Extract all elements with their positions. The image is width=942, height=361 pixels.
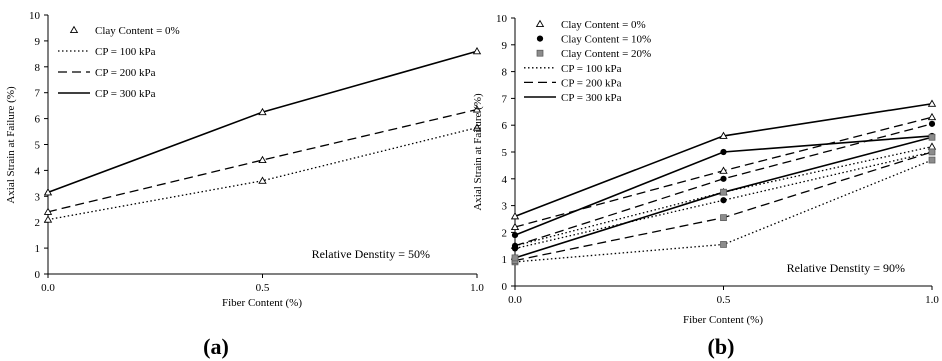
panel-b-x-tick-label: 1.0 bbox=[925, 294, 939, 306]
panel-a-data-point bbox=[43, 188, 53, 196]
panel-a-data-point bbox=[472, 46, 482, 55]
panel-a-data-point bbox=[43, 215, 53, 223]
panel-a-data-point bbox=[258, 176, 267, 184]
panel-b-data-point bbox=[511, 254, 519, 262]
panel-a-x-tick-label: 0.0 bbox=[41, 282, 55, 294]
panel-b-data-point bbox=[510, 212, 520, 220]
panel-a-y-tick-label: 7 bbox=[35, 88, 41, 100]
panel-a-y-tick-label: 4 bbox=[35, 165, 41, 177]
panel-b-label: (b) bbox=[708, 334, 735, 359]
panel-b-data-point bbox=[720, 188, 727, 196]
panel-b-legend-marker bbox=[536, 49, 544, 57]
panel-a-x-axis-label: Fiber Content (%) bbox=[222, 297, 302, 309]
panel-b-x-tick-label: 0.0 bbox=[508, 294, 522, 306]
panel-b-legend-label: Clay Content = 0% bbox=[561, 19, 646, 31]
panel-a-series-line-0 bbox=[47, 127, 478, 221]
panel-b-data-point bbox=[927, 99, 937, 107]
panel-a-data-point bbox=[43, 207, 53, 215]
panel-a-data-point bbox=[472, 105, 482, 113]
panel-a-legend-label: Clay Content = 0% bbox=[95, 25, 180, 37]
panel-a-data-point bbox=[258, 107, 267, 116]
panel-a-series-line-1 bbox=[47, 108, 478, 213]
panel-b-series-line-3 bbox=[514, 151, 933, 250]
panel-b-y-tick-label: 4 bbox=[502, 174, 508, 186]
panel-a-y-tick-label: 2 bbox=[35, 217, 41, 229]
panel-a-legend-label: CP = 200 kPa bbox=[95, 67, 156, 79]
panel-a-y-tick-label: 6 bbox=[35, 114, 41, 126]
panel-b-data-point bbox=[511, 242, 519, 249]
panel-b-data-point bbox=[927, 142, 937, 150]
panel-b-y-tick-label: 7 bbox=[502, 93, 508, 105]
panel-b-series-line-4 bbox=[514, 123, 933, 247]
panel-b-legend-label: CP = 300 kPa bbox=[561, 92, 622, 104]
panel-a-x-tick-label: 0.5 bbox=[256, 282, 270, 294]
panel-b-legend-label: CP = 100 kPa bbox=[561, 63, 622, 75]
panel-b-y-tick-label: 8 bbox=[502, 67, 508, 79]
panel-a-label: (a) bbox=[203, 334, 229, 359]
panel-b-y-tick-label: 2 bbox=[502, 227, 508, 239]
panel-b-legend-label: CP = 200 kPa bbox=[561, 77, 622, 89]
panel-b-data-point bbox=[719, 166, 728, 174]
panel-b-data-point bbox=[928, 120, 936, 127]
panel-a-data-point bbox=[472, 123, 482, 131]
panel-b-legend-label: Clay Content = 10% bbox=[561, 34, 651, 46]
panel-a-data-point bbox=[258, 155, 267, 164]
panel-b-data-point bbox=[928, 156, 936, 164]
panel-b-y-tick-label: 5 bbox=[502, 147, 508, 159]
panel-b-y-tick-label: 6 bbox=[502, 120, 508, 132]
panel-b-legend-marker bbox=[536, 35, 544, 42]
panel-b-data-point bbox=[720, 241, 727, 248]
panel-a-legend-marker bbox=[69, 25, 79, 33]
panel-b-data-point bbox=[720, 197, 727, 204]
panel-b-data-point bbox=[719, 131, 728, 139]
panel-b-data-point bbox=[720, 214, 727, 222]
panel-a-legend-label: CP = 300 kPa bbox=[95, 88, 156, 100]
panel-a-y-tick-label: 0 bbox=[35, 269, 41, 281]
panel-b-y-tick-label: 3 bbox=[502, 201, 508, 213]
panel-a-y-tick-label: 1 bbox=[35, 243, 41, 255]
panel-b-legend-marker bbox=[535, 19, 545, 27]
panel-b-data-point bbox=[720, 148, 727, 156]
panel-a-y-tick-label: 9 bbox=[35, 36, 41, 48]
panel-b-data-point bbox=[511, 231, 519, 239]
panel-a-y-tick-label: 10 bbox=[29, 10, 41, 22]
panel-b-data-point bbox=[510, 222, 520, 231]
panel-b-y-tick-label: 0 bbox=[502, 281, 508, 293]
panel-a-y-tick-label: 5 bbox=[35, 140, 41, 152]
panel-a-y-tick-label: 8 bbox=[35, 62, 41, 74]
panel-a-x-tick-label: 1.0 bbox=[470, 282, 484, 294]
panel-b-y-tick-label: 1 bbox=[502, 254, 508, 266]
panel-b-y-tick-label: 10 bbox=[496, 13, 508, 25]
panel-b-y-axis-label: Axial Strain at Failure (%) bbox=[472, 93, 484, 211]
panel-b-x-tick-label: 0.5 bbox=[717, 294, 731, 306]
panel-b-data-point bbox=[928, 148, 936, 156]
panel-a-legend-label: CP = 100 kPa bbox=[95, 46, 156, 58]
panel-b-legend-label: Clay Content = 20% bbox=[561, 48, 651, 60]
panel-b-data-point bbox=[927, 112, 937, 121]
panel-b-x-axis-label: Fiber Content (%) bbox=[683, 314, 763, 326]
panel-b-y-tick-label: 9 bbox=[502, 40, 508, 52]
panel-b-data-point bbox=[720, 175, 727, 182]
panel-a-y-axis-label: Axial Strain at Failure (%) bbox=[5, 86, 17, 204]
panel-b-data-point bbox=[928, 133, 936, 141]
panel-a-y-tick-label: 3 bbox=[35, 191, 41, 203]
panel-b-series-line-0 bbox=[514, 146, 933, 247]
panel-a-annotation: Relative Denstity = 50% bbox=[312, 247, 430, 261]
panel-b-annotation: Relative Denstity = 90% bbox=[787, 261, 905, 275]
